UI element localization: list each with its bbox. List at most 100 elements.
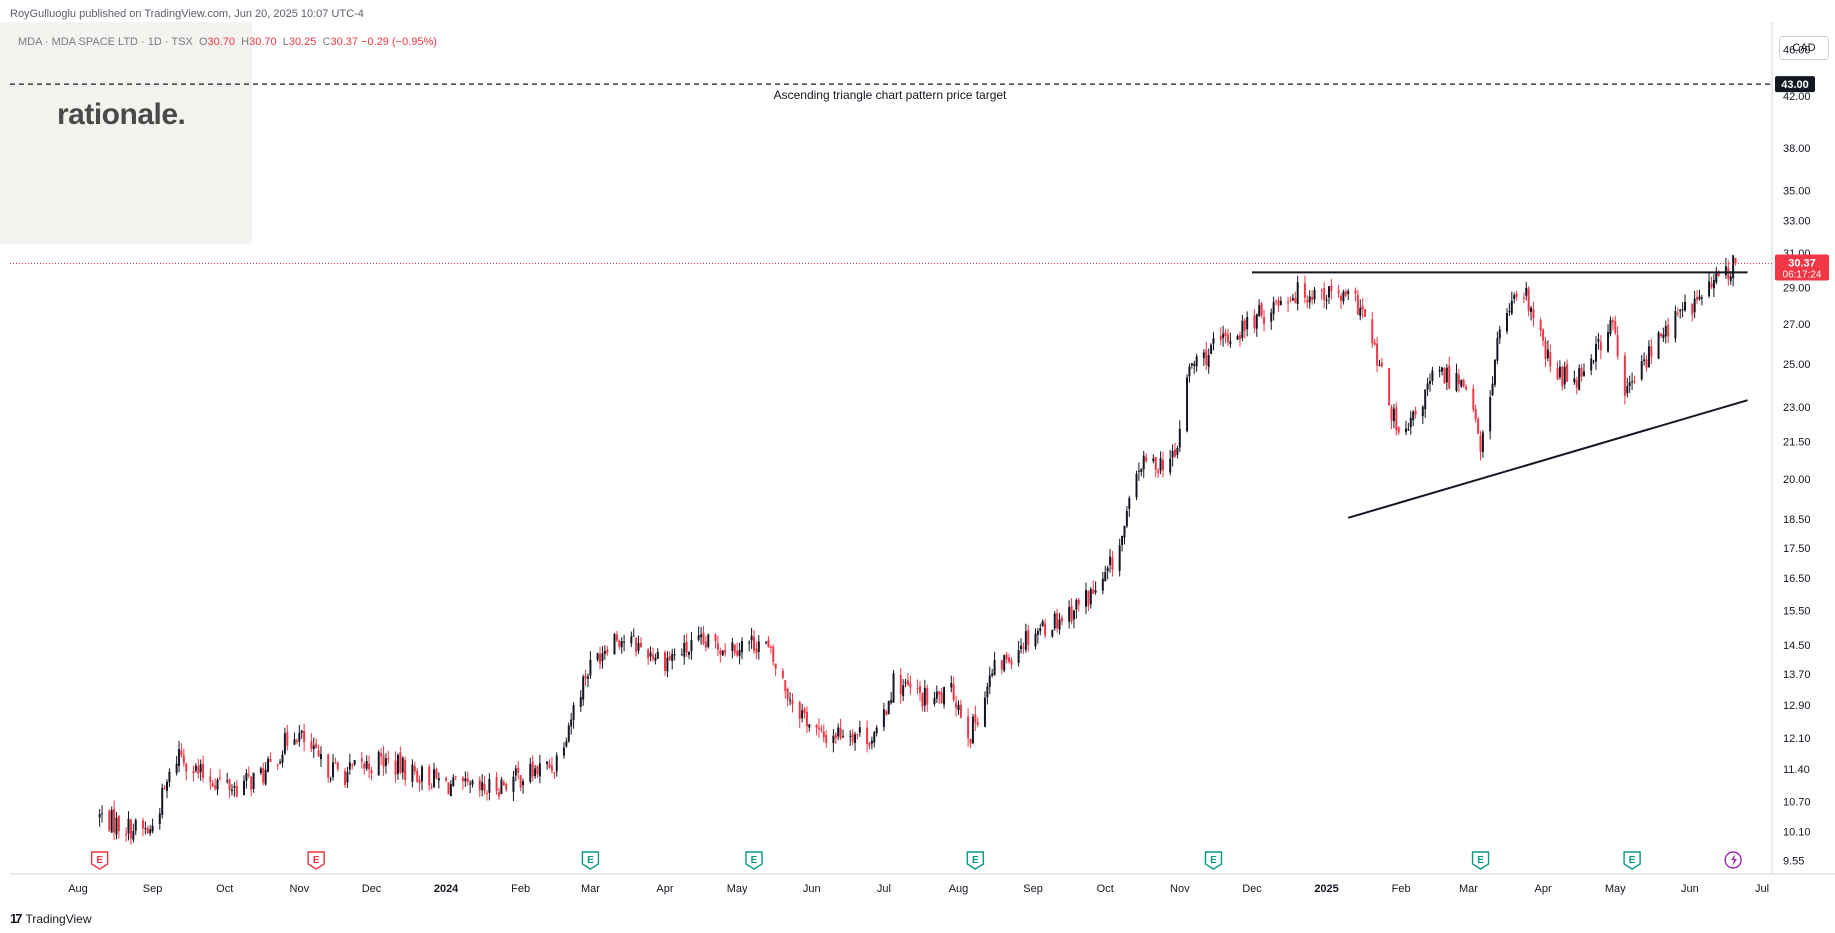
candle-body[interactable] — [700, 634, 703, 638]
candle-body[interactable] — [252, 772, 255, 789]
candle-body[interactable] — [1727, 267, 1730, 280]
candle-body[interactable] — [991, 673, 994, 676]
candle-body[interactable] — [1236, 335, 1239, 340]
candle-body[interactable] — [1287, 301, 1290, 303]
candle-body[interactable] — [1404, 428, 1407, 433]
candle-body[interactable] — [1371, 319, 1374, 344]
candle-body[interactable] — [129, 819, 132, 839]
candle-body[interactable] — [1650, 346, 1653, 357]
earnings-marker-icon[interactable] — [745, 851, 763, 870]
candle-body[interactable] — [175, 763, 178, 773]
candle-body[interactable] — [967, 716, 970, 738]
candle-body[interactable] — [259, 768, 262, 774]
candle-body[interactable] — [447, 782, 450, 795]
candle-body[interactable] — [1272, 301, 1275, 314]
candle-body[interactable] — [1311, 296, 1314, 300]
candle-body[interactable] — [1039, 628, 1042, 632]
candle-body[interactable] — [199, 764, 202, 773]
candle-body[interactable] — [1020, 645, 1023, 650]
candle-body[interactable] — [1662, 334, 1665, 339]
candle-body[interactable] — [329, 778, 332, 780]
candle-body[interactable] — [1505, 313, 1508, 332]
candle-body[interactable] — [1323, 288, 1326, 300]
candle-body[interactable] — [396, 754, 399, 774]
candle-body[interactable] — [1561, 366, 1564, 387]
candle-body[interactable] — [1072, 610, 1075, 620]
candle-body[interactable] — [1407, 428, 1410, 430]
candle-body[interactable] — [603, 650, 606, 654]
candle-body[interactable] — [1684, 302, 1687, 311]
candle-body[interactable] — [377, 752, 380, 776]
candle-body[interactable] — [1070, 605, 1073, 622]
candle-body[interactable] — [815, 725, 818, 728]
candle-body[interactable] — [218, 777, 221, 779]
candle-body[interactable] — [1530, 307, 1533, 313]
candle-body[interactable] — [1609, 320, 1612, 334]
candle-body[interactable] — [550, 765, 553, 771]
candle-body[interactable] — [1178, 428, 1181, 448]
candle-body[interactable] — [194, 765, 197, 771]
candle-body[interactable] — [899, 674, 902, 695]
candle-body[interactable] — [117, 815, 120, 832]
candle-body[interactable] — [1611, 320, 1614, 323]
candle-body[interactable] — [1238, 335, 1241, 340]
candle-body[interactable] — [1340, 295, 1342, 301]
candle-body[interactable] — [233, 786, 236, 788]
candle-body[interactable] — [1121, 536, 1124, 545]
earnings-marker-icon[interactable] — [966, 851, 985, 870]
candle-body[interactable] — [209, 776, 212, 782]
candle-body[interactable] — [1017, 650, 1020, 663]
candle-body[interactable] — [1243, 320, 1246, 331]
candle-body[interactable] — [166, 781, 169, 791]
candle-body[interactable] — [319, 754, 322, 760]
candle-body[interactable] — [1342, 291, 1345, 302]
candle-body[interactable] — [786, 688, 789, 700]
candle-body[interactable] — [1592, 360, 1595, 362]
candle-body[interactable] — [360, 758, 363, 762]
candle-body[interactable] — [639, 642, 642, 648]
candle-body[interactable] — [178, 748, 181, 766]
candle-body[interactable] — [127, 818, 130, 834]
candle-body[interactable] — [1140, 468, 1143, 473]
candle-body[interactable] — [615, 634, 618, 641]
candle-body[interactable] — [1674, 311, 1677, 339]
candle-body[interactable] — [668, 656, 671, 660]
candle-body[interactable] — [632, 635, 635, 637]
candle-body[interactable] — [885, 711, 888, 715]
candle-body[interactable] — [1426, 383, 1429, 390]
candle-body[interactable] — [555, 755, 558, 772]
candle-body[interactable] — [854, 734, 857, 743]
candle-body[interactable] — [416, 770, 419, 782]
candle-body[interactable] — [623, 641, 626, 643]
candle-body[interactable] — [719, 650, 722, 655]
candle-body[interactable] — [346, 771, 349, 783]
candle-body[interactable] — [606, 649, 609, 654]
candle-body[interactable] — [596, 653, 599, 661]
candle-body[interactable] — [1715, 272, 1718, 283]
candle-body[interactable] — [1092, 589, 1095, 594]
candle-body[interactable] — [909, 683, 912, 688]
candle-body[interactable] — [1626, 386, 1629, 394]
candle-body[interactable] — [1510, 300, 1513, 314]
candle-body[interactable] — [1616, 334, 1619, 357]
candle-body[interactable] — [690, 640, 693, 652]
candle-body[interactable] — [1640, 361, 1643, 380]
candle-body[interactable] — [336, 762, 339, 770]
candle-body[interactable] — [671, 654, 674, 661]
candle-body[interactable] — [471, 780, 474, 785]
candle-body[interactable] — [1558, 366, 1561, 378]
candle-body[interactable] — [466, 777, 469, 783]
candle-body[interactable] — [1708, 281, 1711, 297]
candle-body[interactable] — [685, 641, 688, 653]
candle-body[interactable] — [1193, 363, 1196, 366]
candle-body[interactable] — [1681, 309, 1684, 311]
candle-body[interactable] — [1123, 525, 1126, 538]
candle-body[interactable] — [781, 670, 784, 679]
candle-body[interactable] — [1698, 296, 1701, 300]
candle-body[interactable] — [656, 651, 659, 659]
candle-body[interactable] — [548, 763, 551, 768]
earnings-marker-icon[interactable] — [90, 851, 109, 870]
candle-body[interactable] — [1190, 363, 1193, 366]
candle-body[interactable] — [1364, 309, 1367, 317]
